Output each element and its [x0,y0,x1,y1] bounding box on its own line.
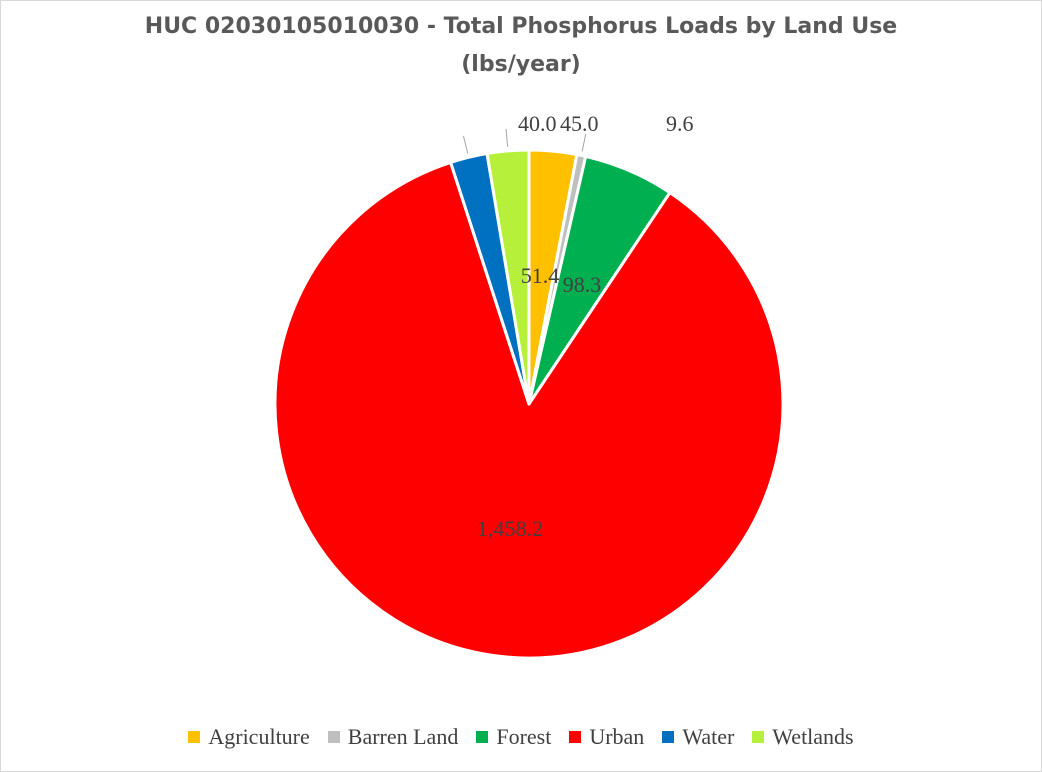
legend-swatch-water [662,731,675,743]
legend-swatch-barren-land [327,731,340,743]
leader-line-wetlands [505,128,509,147]
data-label-forest: 98.3 [563,272,602,297]
legend-label-barren-land: Barren Land [347,724,459,749]
legend-label-urban: Urban [589,724,645,749]
legend-item-barren-land: Barren Land [327,724,459,750]
data-label-water: 40.0 [518,111,557,136]
legend-label-wetlands: Wetlands [772,724,854,749]
legend: Agriculture Barren Land Forest Urban Water We… [0,724,1042,750]
legend-label-forest: Forest [496,724,552,749]
legend-item-water: Water [662,724,734,750]
legend-swatch-wetlands [752,731,765,743]
chart-title: HUC 02030105010030 - Total Phosphorus Lo… [0,8,1042,84]
legend-item-wetlands: Wetlands [752,724,854,750]
legend-item-forest: Forest [476,724,551,750]
legend-label-water: Water [682,724,735,749]
pie-slice-urban [273,160,785,660]
data-label-barren-land: 9.6 [666,111,694,136]
chart-subtitle-line: (lbs/year) [461,52,581,77]
leader-line-water [462,135,469,154]
legend-item-urban: Urban [569,724,644,750]
chart-title-line: HUC 02030105010030 - Total Phosphorus Lo… [144,14,898,39]
leader-line-barren-land [581,133,587,152]
legend-item-agriculture: Agriculture [188,724,310,750]
pie-slice-wetlands [485,148,531,406]
legend-label-agriculture: Agriculture [208,724,310,749]
data-label-wetlands: 45.0 [560,111,599,136]
data-label-agriculture: 51.4 [521,263,560,288]
legend-swatch-urban [569,731,582,743]
data-label-urban: 1,458.2 [477,516,543,541]
legend-swatch-forest [476,731,489,743]
legend-swatch-agriculture [188,731,201,743]
